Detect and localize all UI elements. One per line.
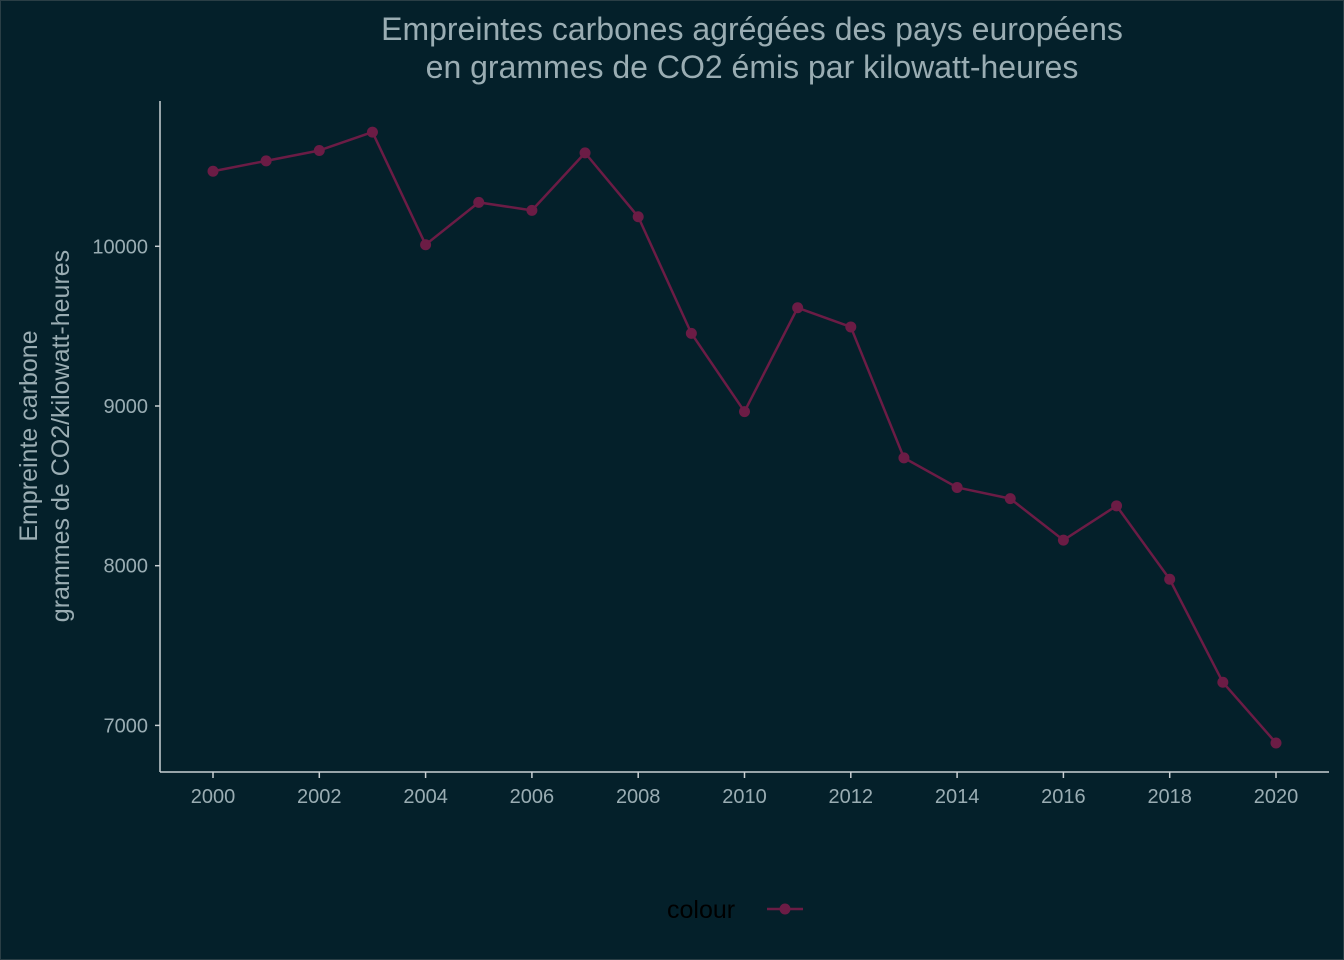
- data-point: [792, 302, 804, 314]
- data-point: [420, 239, 432, 251]
- data-point: [1004, 493, 1016, 505]
- data-point: [1164, 573, 1176, 585]
- x-tick-label: 2012: [829, 786, 874, 808]
- data-point: [632, 211, 644, 223]
- y-tick-label: 7000: [104, 715, 149, 737]
- data-point: [1111, 500, 1123, 512]
- data-point: [845, 321, 857, 333]
- chart-title-line-2: en grammes de CO2 émis par kilowatt-heur…: [425, 49, 1079, 85]
- data-point: [1057, 534, 1069, 546]
- y-tick-label: 8000: [104, 556, 149, 578]
- legend-key: [767, 903, 803, 915]
- series-line: [212, 130, 1277, 744]
- x-tick-label: 2002: [297, 786, 342, 808]
- x-tick-label: 2008: [616, 786, 661, 808]
- chart-title-line-1: Empreintes carbones agrégées des pays eu…: [381, 11, 1123, 47]
- y-tick-label: 9000: [104, 396, 149, 418]
- x-tick-label: 2014: [935, 786, 980, 808]
- legend-title: colour: [667, 896, 736, 924]
- x-tick-label: 2010: [722, 786, 767, 808]
- legend-key-marker: [779, 903, 791, 915]
- data-point: [739, 406, 750, 418]
- x-tick-label: 2020: [1254, 786, 1299, 808]
- x-tick-label: 2006: [510, 786, 555, 808]
- data-point: [207, 165, 219, 177]
- data-point: [1270, 737, 1282, 749]
- data-point: [473, 196, 485, 208]
- data-point: [260, 155, 272, 167]
- data-point: [526, 204, 538, 216]
- x-tick-label: 2000: [191, 786, 236, 808]
- data-point: [951, 481, 963, 493]
- x-tick-label: 2016: [1041, 786, 1086, 808]
- data-point: [898, 452, 910, 464]
- x-tick-label: 2018: [1147, 786, 1192, 808]
- data-point: [366, 126, 378, 138]
- data-point: [685, 327, 697, 339]
- data-point: [313, 144, 325, 156]
- data-point: [579, 147, 591, 159]
- data-point: [1217, 676, 1229, 688]
- y-tick-label: 10000: [92, 236, 148, 258]
- x-tick-label: 2004: [403, 786, 448, 808]
